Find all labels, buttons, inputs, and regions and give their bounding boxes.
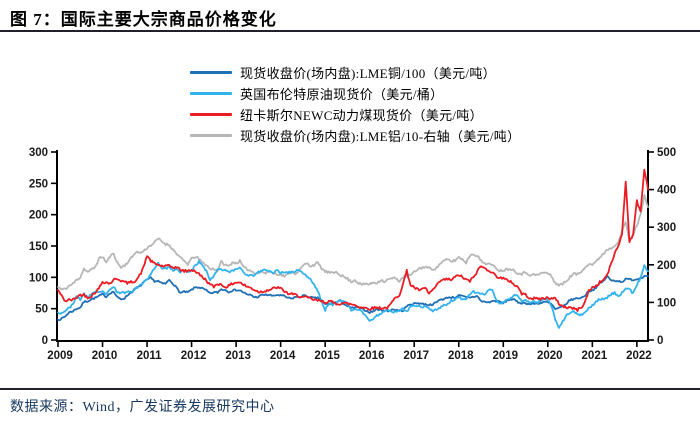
series-line-coal (57, 168, 649, 313)
legend-label-coal: 纽卡斯尔NEWC动力煤现货价（美元/吨） (240, 108, 483, 123)
x-tick-label: 2020 (537, 350, 563, 362)
y-right-tick-label: 400 (657, 185, 676, 197)
data-source-text: 数据来源：Wind，广发证券发展研究中心 (10, 400, 275, 415)
y-left-tick-label: 0 (42, 335, 48, 347)
legend-label-brent: 英国布伦特原油现货价（美元/桶） (240, 87, 444, 102)
y-left-tick-label: 100 (29, 272, 48, 284)
x-tick-label: 2010 (92, 350, 118, 362)
x-tick-label: 2022 (626, 350, 652, 362)
x-tick-label: 2018 (448, 350, 474, 362)
y-right-tick-label: 200 (657, 260, 676, 272)
y-right-tick-label: 0 (657, 335, 663, 347)
legend-item-copper: 现货收盘价(场内盘):LME铜/100（美元/吨） (190, 62, 520, 83)
x-tick-label: 2011 (137, 350, 163, 362)
coal-line-swatch (190, 113, 232, 116)
x-tick-label: 2012 (181, 350, 207, 362)
x-tick-label: 2013 (225, 350, 251, 362)
y-right-tick-label: 500 (657, 147, 676, 159)
legend-item-brent: 英国布伦特原油现货价（美元/桶） (190, 83, 520, 104)
chart-legend: 现货收盘价(场内盘):LME铜/100（美元/吨） 英国布伦特原油现货价（美元/… (190, 62, 520, 146)
aluminum-line-swatch (190, 134, 232, 137)
legend-item-aluminum: 现货收盘价(场内盘):LME铝/10-右轴（美元/吨） (190, 125, 520, 146)
x-tick-label: 2009 (47, 350, 73, 362)
legend-label-copper: 现货收盘价(场内盘):LME铜/100（美元/吨） (240, 66, 496, 81)
title-divider (0, 30, 700, 32)
y-left-tick-label: 200 (29, 210, 48, 222)
footer-divider (0, 388, 700, 390)
series-line-brent (57, 259, 649, 329)
y-left-tick-label: 250 (29, 178, 48, 190)
legend-label-aluminum: 现货收盘价(场内盘):LME铝/10-右轴（美元/吨） (240, 129, 521, 144)
x-tick-label: 2015 (314, 350, 340, 362)
x-tick-label: 2021 (582, 350, 608, 362)
y-right-tick-label: 300 (657, 222, 676, 234)
copper-line-swatch (190, 71, 232, 74)
y-left-tick-label: 300 (29, 147, 48, 159)
y-right-tick-label: 100 (657, 297, 676, 309)
commodity-price-chart: 0 50 100 150 200 250 300 0 100 200 300 400 500 2009 20… (29, 147, 676, 362)
y-left-tick-label: 150 (29, 241, 48, 253)
y-left-tick-label: 50 (35, 304, 48, 316)
x-tick-label: 2014 (270, 350, 296, 362)
x-tick-label: 2016 (359, 350, 385, 362)
x-tick-label: 2019 (492, 350, 518, 362)
legend-item-coal: 纽卡斯尔NEWC动力煤现货价（美元/吨） (190, 104, 520, 125)
page-title: 图 7：国际主要大宗商品价格变化 (10, 10, 277, 29)
brent-line-swatch (190, 92, 232, 95)
x-tick-label: 2017 (403, 350, 429, 362)
series-line-aluminum (57, 194, 649, 291)
